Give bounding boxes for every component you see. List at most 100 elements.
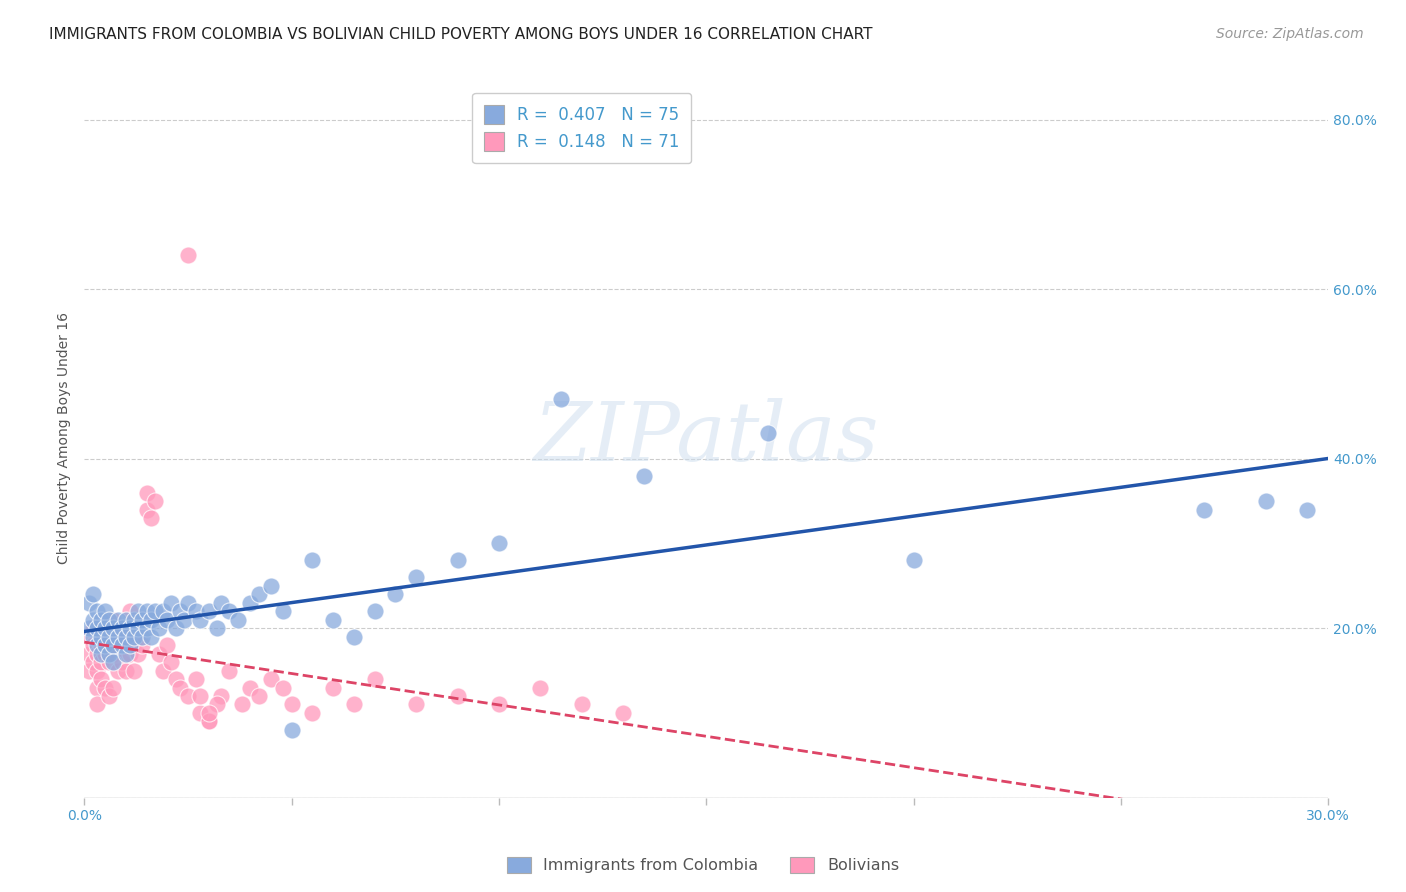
Bolivians bbox=[77, 630, 100, 644]
Bolivians bbox=[273, 681, 295, 695]
Bolivians bbox=[82, 621, 104, 635]
Bolivians bbox=[190, 689, 212, 703]
Immigrants from Colombia bbox=[758, 426, 780, 441]
Bolivians bbox=[231, 698, 253, 712]
Immigrants from Colombia bbox=[98, 647, 121, 661]
Immigrants from Colombia bbox=[77, 621, 100, 635]
Immigrants from Colombia bbox=[86, 621, 108, 635]
Immigrants from Colombia bbox=[103, 655, 125, 669]
Bolivians bbox=[280, 698, 302, 712]
Bolivians bbox=[612, 706, 634, 720]
Immigrants from Colombia bbox=[107, 630, 129, 644]
Bolivians bbox=[301, 706, 323, 720]
Bolivians bbox=[156, 638, 179, 652]
Immigrants from Colombia bbox=[90, 647, 112, 661]
Immigrants from Colombia bbox=[190, 613, 212, 627]
Immigrants from Colombia bbox=[107, 613, 129, 627]
Immigrants from Colombia bbox=[903, 553, 925, 567]
Bolivians bbox=[86, 698, 108, 712]
Bolivians bbox=[90, 655, 112, 669]
Immigrants from Colombia bbox=[247, 587, 270, 601]
Bolivians bbox=[205, 698, 228, 712]
Bolivians bbox=[446, 689, 468, 703]
Immigrants from Colombia bbox=[135, 621, 157, 635]
Bolivians bbox=[86, 664, 108, 678]
Immigrants from Colombia bbox=[127, 621, 149, 635]
Immigrants from Colombia bbox=[90, 613, 112, 627]
Immigrants from Colombia bbox=[1192, 502, 1215, 516]
Bolivians bbox=[169, 681, 191, 695]
Immigrants from Colombia bbox=[633, 468, 655, 483]
Immigrants from Colombia bbox=[322, 613, 344, 627]
Bolivians bbox=[148, 647, 170, 661]
Bolivians bbox=[197, 714, 219, 729]
Bolivians bbox=[160, 655, 183, 669]
Immigrants from Colombia bbox=[165, 621, 187, 635]
Bolivians bbox=[122, 664, 145, 678]
Immigrants from Colombia bbox=[114, 647, 136, 661]
Immigrants from Colombia bbox=[135, 604, 157, 618]
Immigrants from Colombia bbox=[173, 613, 195, 627]
Immigrants from Colombia bbox=[177, 596, 200, 610]
Bolivians bbox=[90, 638, 112, 652]
Immigrants from Colombia bbox=[111, 638, 134, 652]
Bolivians bbox=[218, 664, 240, 678]
Immigrants from Colombia bbox=[186, 604, 208, 618]
Bolivians bbox=[82, 655, 104, 669]
Immigrants from Colombia bbox=[122, 630, 145, 644]
Bolivians bbox=[131, 638, 153, 652]
Immigrants from Colombia bbox=[218, 604, 240, 618]
Text: ZIPatlas: ZIPatlas bbox=[533, 398, 879, 477]
Immigrants from Colombia bbox=[114, 613, 136, 627]
Bolivians bbox=[98, 655, 121, 669]
Immigrants from Colombia bbox=[205, 621, 228, 635]
Immigrants from Colombia bbox=[197, 604, 219, 618]
Bolivians bbox=[77, 647, 100, 661]
Y-axis label: Child Poverty Among Boys Under 16: Child Poverty Among Boys Under 16 bbox=[58, 311, 72, 564]
Immigrants from Colombia bbox=[118, 638, 141, 652]
Immigrants from Colombia bbox=[446, 553, 468, 567]
Immigrants from Colombia bbox=[169, 604, 191, 618]
Bolivians bbox=[209, 689, 232, 703]
Bolivians bbox=[197, 706, 219, 720]
Immigrants from Colombia bbox=[82, 587, 104, 601]
Text: Source: ZipAtlas.com: Source: ZipAtlas.com bbox=[1216, 27, 1364, 41]
Bolivians bbox=[165, 672, 187, 686]
Immigrants from Colombia bbox=[239, 596, 262, 610]
Immigrants from Colombia bbox=[405, 570, 427, 584]
Bolivians bbox=[118, 604, 141, 618]
Immigrants from Colombia bbox=[131, 613, 153, 627]
Bolivians bbox=[82, 638, 104, 652]
Bolivians bbox=[103, 613, 125, 627]
Bolivians bbox=[118, 647, 141, 661]
Immigrants from Colombia bbox=[82, 613, 104, 627]
Immigrants from Colombia bbox=[139, 630, 162, 644]
Immigrants from Colombia bbox=[152, 604, 174, 618]
Immigrants from Colombia bbox=[343, 630, 366, 644]
Bolivians bbox=[90, 672, 112, 686]
Bolivians bbox=[94, 681, 117, 695]
Immigrants from Colombia bbox=[114, 630, 136, 644]
Immigrants from Colombia bbox=[143, 604, 166, 618]
Immigrants from Colombia bbox=[103, 638, 125, 652]
Bolivians bbox=[98, 689, 121, 703]
Immigrants from Colombia bbox=[156, 613, 179, 627]
Immigrants from Colombia bbox=[122, 613, 145, 627]
Bolivians bbox=[103, 647, 125, 661]
Bolivians bbox=[529, 681, 551, 695]
Immigrants from Colombia bbox=[86, 604, 108, 618]
Immigrants from Colombia bbox=[273, 604, 295, 618]
Immigrants from Colombia bbox=[131, 630, 153, 644]
Immigrants from Colombia bbox=[111, 621, 134, 635]
Immigrants from Colombia bbox=[209, 596, 232, 610]
Immigrants from Colombia bbox=[160, 596, 183, 610]
Bolivians bbox=[98, 638, 121, 652]
Immigrants from Colombia bbox=[301, 553, 323, 567]
Immigrants from Colombia bbox=[127, 604, 149, 618]
Bolivians bbox=[143, 494, 166, 508]
Legend: R =  0.407   N = 75, R =  0.148   N = 71: R = 0.407 N = 75, R = 0.148 N = 71 bbox=[472, 93, 692, 163]
Immigrants from Colombia bbox=[550, 392, 572, 407]
Immigrants from Colombia bbox=[77, 596, 100, 610]
Immigrants from Colombia bbox=[1254, 494, 1277, 508]
Bolivians bbox=[111, 655, 134, 669]
